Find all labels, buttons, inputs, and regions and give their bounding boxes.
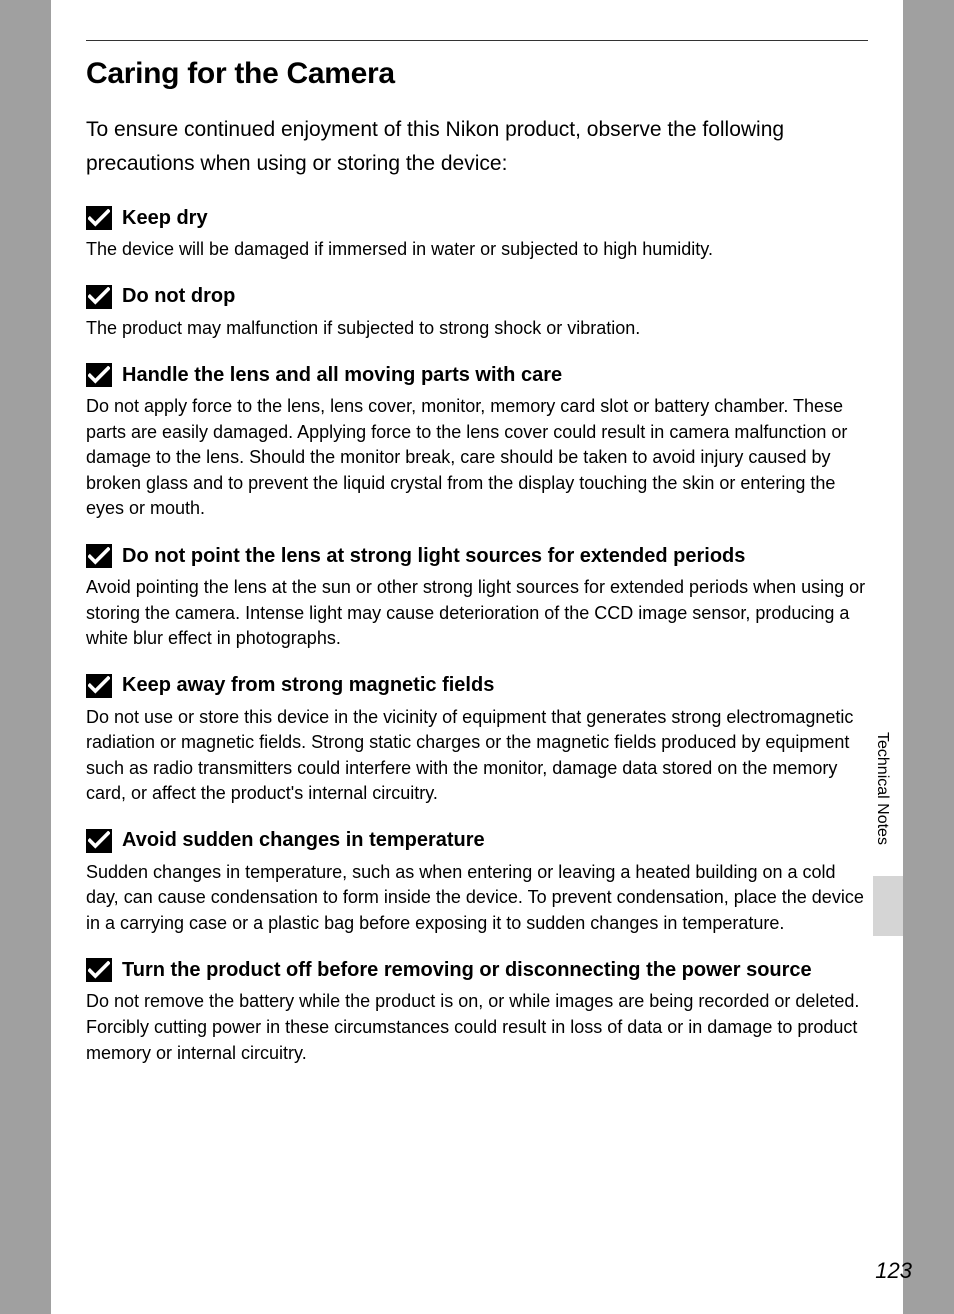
section-title: Keep dry <box>122 207 208 230</box>
tab-indicator <box>873 876 903 936</box>
section-title: Do not drop <box>122 285 235 308</box>
caution-check-icon <box>86 674 112 698</box>
section-header: Keep away from strong magnetic fields <box>86 674 868 698</box>
section-body: Do not remove the battery while the prod… <box>86 989 868 1066</box>
intro-paragraph: To ensure continued enjoyment of this Ni… <box>86 113 868 180</box>
section-title: Keep away from strong magnetic fields <box>122 674 494 697</box>
sections-container: Keep dry The device will be damaged if im… <box>86 206 868 1066</box>
section-header: Avoid sudden changes in temperature <box>86 829 868 853</box>
caution-section: Handle the lens and all moving parts wit… <box>86 363 868 522</box>
section-body: Avoid pointing the lens at the sun or ot… <box>86 575 868 652</box>
caution-check-icon <box>86 363 112 387</box>
side-tab: Technical Notes <box>873 718 903 868</box>
caution-section: Do not drop The product may malfunction i… <box>86 285 868 342</box>
caution-check-icon <box>86 829 112 853</box>
caution-check-icon <box>86 544 112 568</box>
caution-section: Avoid sudden changes in temperature Sudde… <box>86 829 868 937</box>
section-header: Turn the product off before removing or … <box>86 958 868 982</box>
caution-check-icon <box>86 958 112 982</box>
section-body: The product may malfunction if subjected… <box>86 316 868 342</box>
manual-page: Caring for the Camera To ensure continue… <box>51 0 903 1314</box>
section-header: Do not drop <box>86 285 868 309</box>
caution-section: Keep dry The device will be damaged if im… <box>86 206 868 263</box>
page-number: 123 <box>875 1258 912 1284</box>
section-header: Do not point the lens at strong light so… <box>86 544 868 568</box>
section-title: Do not point the lens at strong light so… <box>122 545 745 568</box>
caution-check-icon <box>86 285 112 309</box>
section-header: Handle the lens and all moving parts wit… <box>86 363 868 387</box>
section-title: Handle the lens and all moving parts wit… <box>122 364 562 387</box>
caution-section: Turn the product off before removing or … <box>86 958 868 1066</box>
caution-section: Do not point the lens at strong light so… <box>86 544 868 652</box>
section-title: Avoid sudden changes in temperature <box>122 829 485 852</box>
section-body: Sudden changes in temperature, such as w… <box>86 860 868 937</box>
caution-check-icon <box>86 206 112 230</box>
section-header: Keep dry <box>86 206 868 230</box>
section-title: Turn the product off before removing or … <box>122 959 812 982</box>
section-body: Do not use or store this device in the v… <box>86 705 868 807</box>
page-title: Caring for the Camera <box>86 57 868 91</box>
section-body: Do not apply force to the lens, lens cov… <box>86 394 868 522</box>
caution-section: Keep away from strong magnetic fields Do … <box>86 674 868 807</box>
section-body: The device will be damaged if immersed i… <box>86 237 868 263</box>
side-tab-label: Technical Notes <box>873 718 891 858</box>
header-rule <box>86 40 868 41</box>
